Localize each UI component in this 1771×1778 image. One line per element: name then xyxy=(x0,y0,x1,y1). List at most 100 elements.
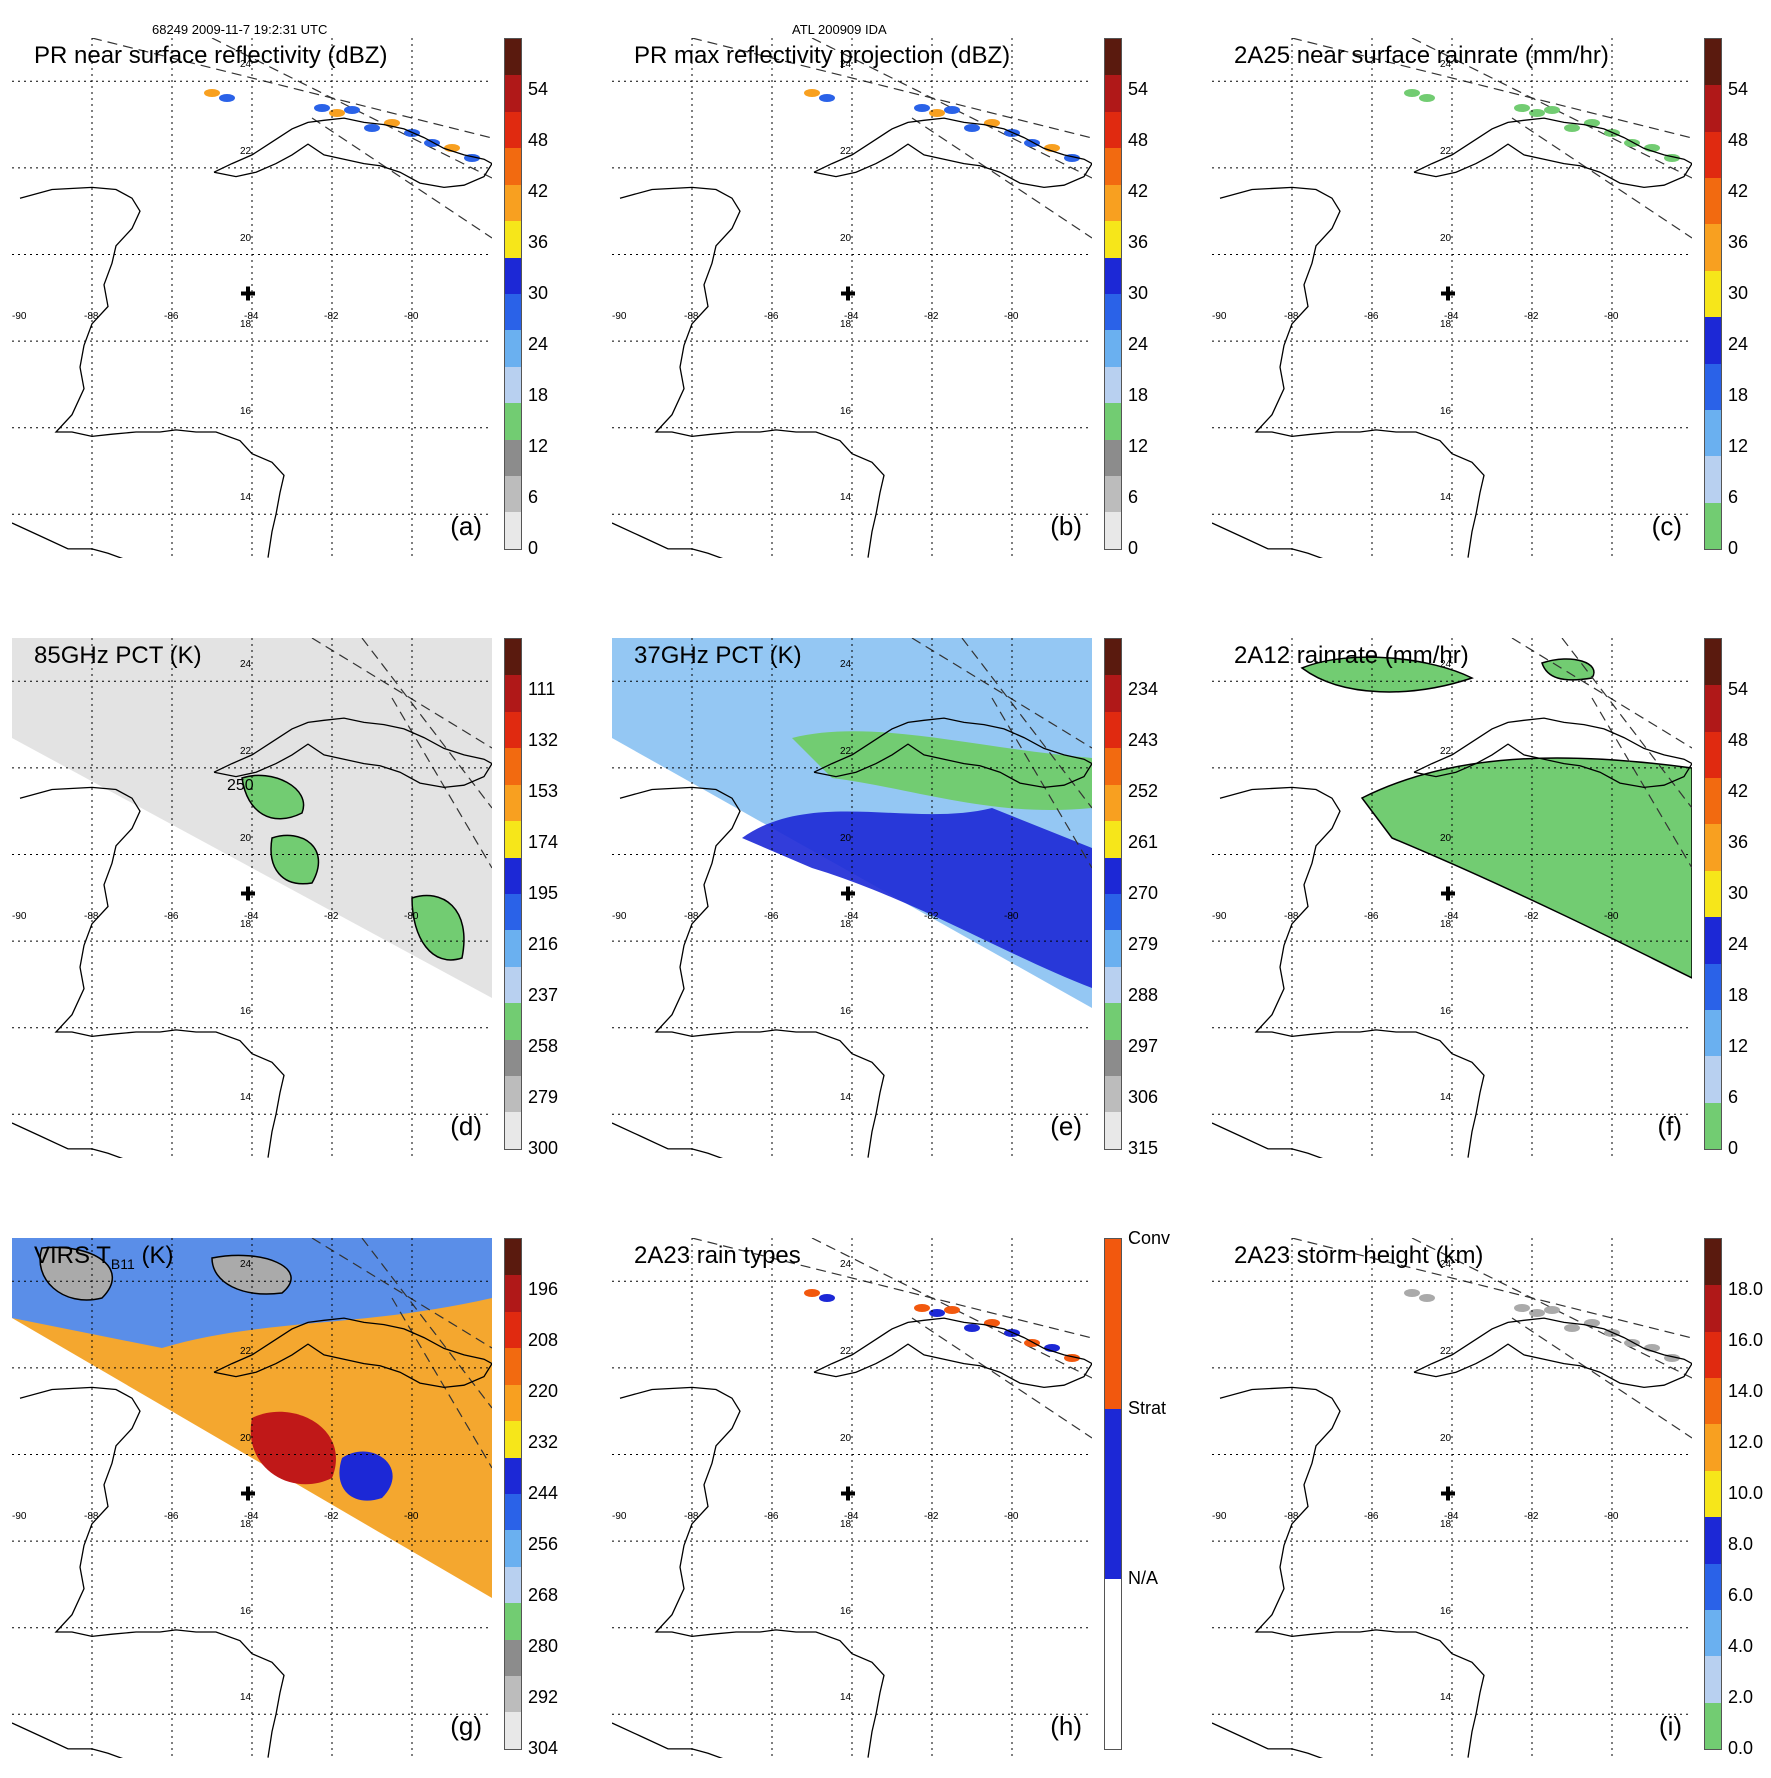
colorbar-segment xyxy=(1105,784,1121,822)
lat-label: 24 xyxy=(240,59,252,71)
lat-label: 16 xyxy=(240,1005,252,1017)
colorbar-segment xyxy=(505,476,521,513)
swath-edge xyxy=(1591,697,1692,869)
swath-edge xyxy=(361,638,492,809)
map-area: 250 -90 -88 -86 -84 -82 -80 24 22 20 18 16 14 85GHz P… xyxy=(12,638,492,1158)
colorbar-segment xyxy=(1705,1470,1721,1518)
colorbar-tick: 24 xyxy=(1728,334,1749,354)
map-area: -90 -88 -86 -84 -82 -80 24 22 20 18 16 14 2A25 near … xyxy=(1212,38,1692,558)
colorbar-segment xyxy=(1705,85,1721,132)
lon-label: -88 xyxy=(1284,1510,1299,1522)
colorbar-segment xyxy=(505,1076,521,1113)
colorbar-segment xyxy=(505,930,521,967)
lon-label: -86 xyxy=(164,910,179,922)
lat-label: 16 xyxy=(240,405,252,417)
lon-label: -90 xyxy=(1212,910,1227,922)
panel-title: 2A23 storm height (km) xyxy=(1234,1242,1484,1269)
colorbar-segment xyxy=(1105,893,1121,931)
storm-center-icon xyxy=(841,286,855,301)
lat-label: 20 xyxy=(1440,232,1452,244)
colorbar-segment xyxy=(505,1275,521,1312)
colorbar-segment xyxy=(1105,1112,1121,1149)
rain-echo xyxy=(929,1309,945,1317)
lon-label: -80 xyxy=(1004,910,1019,922)
colorbar-segment xyxy=(1705,824,1721,871)
colorbar-tick: 42 xyxy=(1728,781,1749,801)
map-svg xyxy=(12,38,492,558)
storm-center-icon xyxy=(1441,286,1455,301)
contour-label: 250 xyxy=(227,777,254,794)
swath-edge xyxy=(911,638,1092,749)
panel-i: -90 -88 -86 -84 -82 -80 24 22 20 18 16 14 2A23 storm… xyxy=(1212,1238,1771,1778)
coastline xyxy=(1219,786,1485,1158)
lat-label: 14 xyxy=(240,1692,252,1704)
colorbar-tick: 256 xyxy=(528,1534,559,1554)
panel-title: 2A25 near surface rainrate (mm/hr) xyxy=(1234,42,1609,69)
colorbar-segment xyxy=(505,111,521,149)
colorbar xyxy=(1104,638,1122,1150)
colorbar-segment xyxy=(1705,1331,1721,1379)
colorbar-segment xyxy=(505,893,521,931)
lon-label: -88 xyxy=(1284,910,1299,922)
rain-echo xyxy=(804,89,820,97)
lat-label: 14 xyxy=(840,492,852,504)
lat-label: 18 xyxy=(840,319,852,331)
colorbar-tick: 268 xyxy=(528,1585,559,1605)
colorbar-tick: 288 xyxy=(1128,985,1159,1005)
colorbar-segment xyxy=(505,1712,521,1749)
lon-label: -90 xyxy=(1212,310,1227,322)
lon-label: -82 xyxy=(1524,310,1539,322)
lat-label: 24 xyxy=(840,659,852,671)
lon-label: -80 xyxy=(1604,1510,1619,1522)
colorbar-tick: 244 xyxy=(528,1483,559,1503)
lon-label: -86 xyxy=(164,1510,179,1522)
colorbar-segment xyxy=(505,711,521,749)
colorbar-segment xyxy=(505,366,521,404)
swath-edge xyxy=(961,638,1092,809)
colorbar-tick: 153 xyxy=(528,781,559,801)
panel-b: -90 -88 -86 -84 -82 -80 24 22 20 18 16 14 PR max ref… xyxy=(612,38,1182,578)
rain-echo xyxy=(1404,1289,1420,1297)
map-area: -90 -88 -86 -84 -82 -80 24 22 20 18 16 14 2A12 rainr… xyxy=(1212,638,1692,1158)
lat-label: 20 xyxy=(840,232,852,244)
lon-label: -90 xyxy=(612,1510,627,1522)
colorbar-segment xyxy=(1705,870,1721,918)
coastline xyxy=(813,717,1092,789)
coastline xyxy=(12,522,124,558)
swath-edge xyxy=(1511,117,1692,239)
colorbar-tick: 6 xyxy=(528,487,539,507)
colorbar-segment xyxy=(1105,748,1121,785)
swath-edge xyxy=(1561,638,1692,809)
colorbar-segment xyxy=(505,75,521,112)
swath-edge xyxy=(391,697,492,869)
swath-edge xyxy=(911,1317,1092,1439)
colorbar-tick: 30 xyxy=(1728,283,1749,303)
swath-edge xyxy=(211,38,492,179)
colorbar-tick: 48 xyxy=(1728,130,1749,150)
panel-label: (g) xyxy=(450,1711,482,1741)
colorbar-tick: 279 xyxy=(1128,934,1159,954)
colorbar-tick: 6 xyxy=(1728,487,1739,507)
swath-edge xyxy=(391,1297,492,1469)
swath-edge xyxy=(691,1238,1092,1339)
map-svg xyxy=(612,638,1092,1158)
colorbar-tick: 300 xyxy=(528,1138,559,1158)
colorbar-tick: 18.0 xyxy=(1728,1279,1764,1299)
rain-echo xyxy=(1529,1309,1545,1317)
coastline xyxy=(619,1386,885,1758)
lon-label: -88 xyxy=(684,1510,699,1522)
lon-label: -90 xyxy=(12,910,27,922)
colorbar-segment xyxy=(505,257,521,294)
colorbar-segment xyxy=(505,857,521,894)
swath-edge xyxy=(311,1238,492,1349)
lat-label: 22 xyxy=(1440,745,1452,757)
colorbar-segment xyxy=(1105,1239,1121,1409)
colorbar-tick: 208 xyxy=(528,1330,559,1350)
colorbar-tick: 54 xyxy=(1728,79,1749,99)
colorbar-segment xyxy=(1705,1656,1721,1703)
panel-label: (b) xyxy=(1050,511,1082,541)
colorbar-segment xyxy=(1705,685,1721,732)
lon-label: -88 xyxy=(1284,310,1299,322)
lon-label: -80 xyxy=(1004,310,1019,322)
lat-label: 20 xyxy=(240,1432,252,1444)
